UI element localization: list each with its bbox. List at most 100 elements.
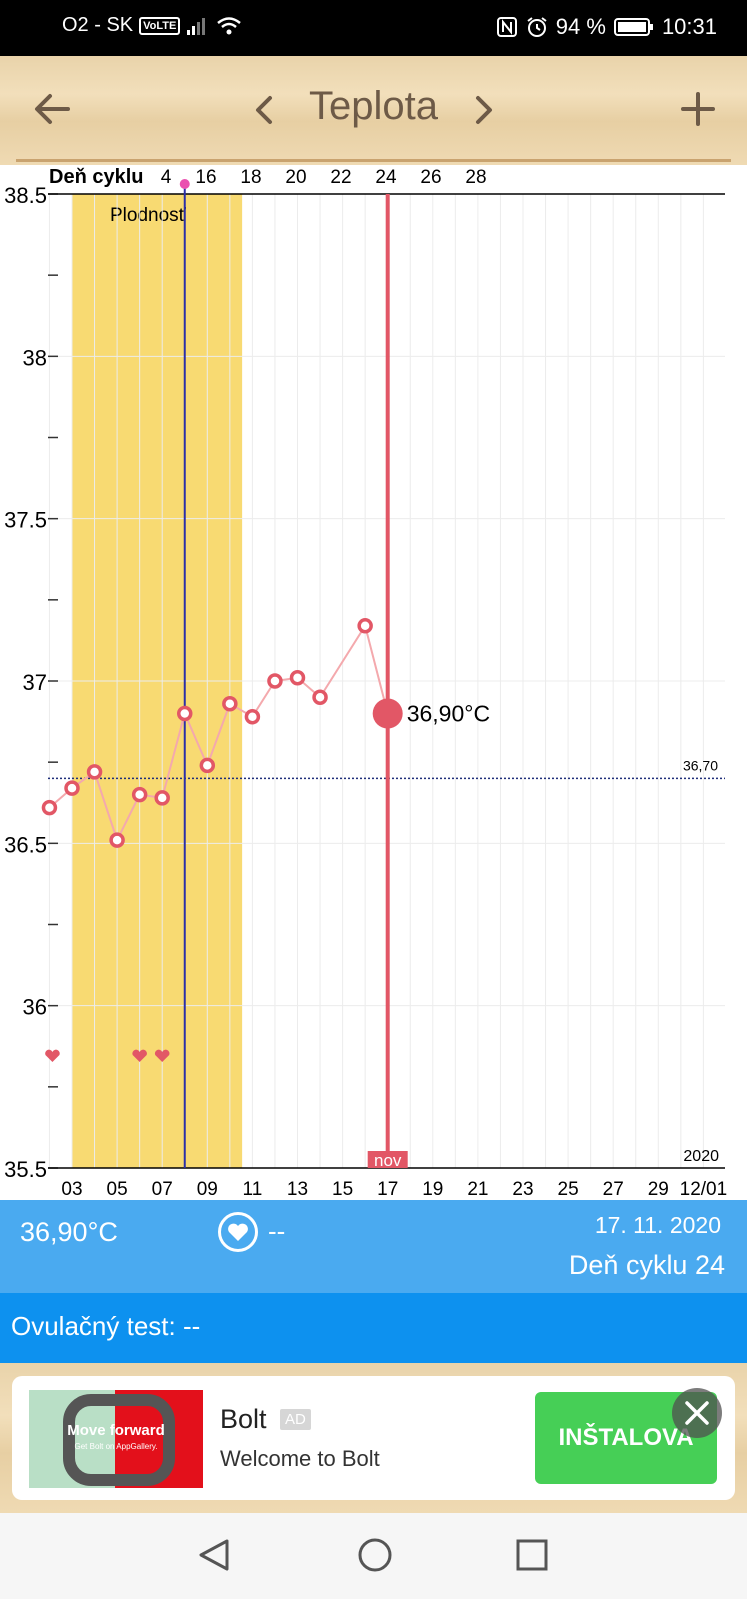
top-tick-label: 18 — [240, 167, 261, 188]
top-tick-label: 28 — [465, 167, 486, 188]
temperature-chart[interactable]: Plodnosť 38.5 38 37.5 37 36.5 36 35.5 03 05 07 09 11… — [0, 165, 747, 1200]
x-tick-label: 09 — [197, 1179, 218, 1200]
selected-temperature-point — [372, 698, 403, 729]
back-arrow-icon — [35, 94, 70, 124]
ad-card[interactable]: Move forward Get Bolt on AppGallery. Bol… — [12, 1376, 735, 1500]
ovulation-test-row[interactable]: Ovulačný test: -- — [0, 1293, 747, 1363]
cycle-day: Deň cyklu 24 — [568, 1250, 725, 1280]
x-tick-label: 07 — [152, 1179, 173, 1200]
system-nav-bar — [0, 1513, 747, 1599]
intercourse-value: -- — [268, 1216, 286, 1246]
y-tick-label: 36.5 — [4, 832, 47, 857]
temperature-point — [109, 832, 125, 848]
x-tick-label: 03 — [61, 1179, 82, 1200]
wifi-icon — [216, 16, 242, 36]
chart-canvas[interactable]: Plodnosť 38.5 38 37.5 37 36.5 36 35.5 03 05 07 09 11… — [0, 165, 747, 1200]
x-tick-label: 29 — [648, 1179, 669, 1200]
plus-icon — [681, 92, 715, 126]
y-tick-label: 37 — [23, 670, 47, 695]
x-tick-label: 13 — [287, 1179, 308, 1200]
x-tick-label: 25 — [558, 1179, 579, 1200]
intercourse-button[interactable] — [218, 1212, 258, 1252]
nav-back-button[interactable] — [195, 1535, 235, 1575]
temperature-point — [41, 799, 58, 816]
top-tick-label: 4 — [161, 167, 172, 188]
ad-close-button[interactable] — [672, 1388, 722, 1438]
nav-home-icon — [358, 1538, 392, 1572]
moon-phase-label: nov — [374, 1151, 402, 1170]
nav-recent-button[interactable] — [512, 1535, 552, 1575]
selected-temperature: 36,90°C — [20, 1217, 118, 1247]
header-divider — [16, 159, 731, 162]
temperature-point — [177, 705, 193, 722]
nfc-icon — [496, 16, 518, 38]
alarm-icon — [526, 16, 548, 38]
temperature-point — [154, 790, 170, 806]
x-tick-label: 15 — [332, 1179, 353, 1200]
x-tick-label: 11 — [243, 1179, 263, 1200]
info-panel: 36,90°C -- 17. 11. 2020 Deň cyklu 24 — [0, 1200, 747, 1293]
ad-image-headline: Move forward — [67, 1422, 165, 1439]
top-tick-label: 20 — [285, 167, 306, 188]
y-tick-label: 35.5 — [4, 1157, 47, 1182]
nav-back-icon — [199, 1539, 229, 1571]
x-tick-label: 12/01 — [680, 1179, 728, 1200]
temperature-point — [244, 708, 261, 725]
back-button[interactable] — [28, 84, 78, 134]
app-header: Teplota — [0, 56, 747, 165]
nav-home-button[interactable] — [355, 1535, 395, 1575]
chevron-left-icon — [256, 96, 272, 124]
y-tick-label: 38 — [23, 345, 47, 370]
temperature-point — [267, 673, 283, 689]
y-tick-label: 36 — [23, 995, 47, 1020]
top-tick-label: 16 — [195, 167, 216, 188]
top-tick-label: 22 — [330, 167, 351, 188]
selected-temperature-label: 36,90°C — [407, 700, 490, 726]
temperature-point — [289, 670, 306, 686]
add-button[interactable] — [673, 84, 723, 134]
ovulation-marker — [179, 179, 190, 189]
previous-button[interactable] — [250, 90, 278, 130]
top-axis-label: Deň cyklu — [49, 166, 143, 188]
page-title: Teplota — [309, 84, 438, 128]
x-tick-label: 17 — [377, 1179, 398, 1200]
intercourse-heart-icon — [132, 1049, 147, 1062]
temperature-point — [222, 695, 238, 712]
x-tick-label: 27 — [603, 1179, 624, 1200]
signal-icon — [186, 16, 210, 36]
top-tick-label: 26 — [420, 167, 441, 188]
coverline-label: 36,70 — [683, 757, 718, 773]
y-tick-label: 37.5 — [4, 508, 47, 533]
ad-image[interactable]: Move forward Get Bolt on AppGallery. — [29, 1390, 203, 1488]
status-right: 94 % 10:31 — [496, 14, 717, 40]
ad-description: Welcome to Bolt — [220, 1446, 380, 1471]
status-left: O2 - SK VoLTE — [62, 14, 242, 37]
temperature-point — [357, 618, 373, 634]
battery-percent: 94 % — [555, 14, 606, 39]
moon-phase-badge — [367, 1151, 408, 1168]
x-tick-label: 05 — [107, 1179, 128, 1200]
year-label: 2020 — [683, 1148, 719, 1165]
x-tick-label: 23 — [512, 1179, 533, 1200]
ovulation-test-label: Ovulačný test: -- — [11, 1311, 201, 1341]
ad-title: Bolt — [220, 1404, 267, 1434]
next-button[interactable] — [470, 90, 498, 130]
carrier-name: O2 - SK — [62, 14, 134, 36]
battery-icon — [613, 17, 654, 37]
clock-time: 10:31 — [661, 14, 717, 39]
temperature-point — [86, 764, 103, 780]
nav-recent-icon — [516, 1539, 548, 1571]
volte-badge: VoLTE — [139, 16, 181, 35]
close-icon — [685, 1401, 709, 1425]
intercourse-heart-icon — [45, 1049, 60, 1062]
ad-area: Move forward Get Bolt on AppGallery. Bol… — [0, 1363, 747, 1513]
temperature-point — [64, 780, 80, 796]
temperature-point — [131, 786, 148, 803]
heart-icon — [228, 1223, 248, 1241]
status-bar: O2 - SK VoLTE 94 % 10:31 — [0, 0, 747, 56]
temperature-point — [312, 689, 328, 705]
intercourse-heart-icon — [154, 1049, 170, 1062]
ad-badge: AD — [280, 1409, 311, 1430]
y-tick-label: 38.5 — [4, 183, 47, 208]
top-tick-label: 24 — [375, 167, 397, 188]
